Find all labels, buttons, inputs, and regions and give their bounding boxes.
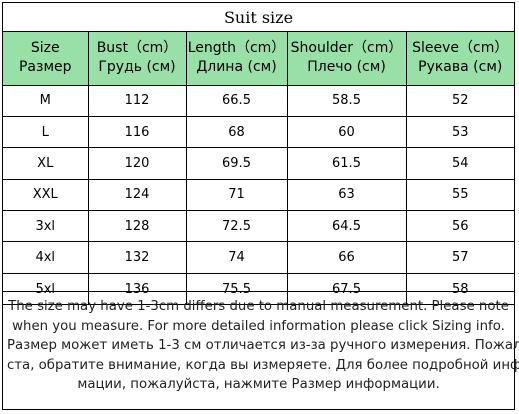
cell-length: 71 — [185, 178, 288, 212]
note-line: мации, пожалуйста, нажмите Размер информ… — [77, 377, 440, 392]
cell-size: 5xl — [3, 272, 89, 306]
cell-sleeve: 54 — [405, 147, 514, 180]
cell-size: XXL — [3, 178, 89, 212]
header-sleeve: Sleeve（cm） Рукава (см) — [405, 32, 514, 86]
cell-bust: 112 — [87, 84, 187, 117]
header-row: Size Размер Bust（cm） Грудь (см) Length（cm）… — [3, 32, 514, 86]
cell-shoulder: 60 — [286, 115, 407, 149]
cell-sleeve: 53 — [405, 115, 514, 149]
cell-size: L — [3, 115, 89, 149]
cell-sleeve: 57 — [405, 241, 514, 274]
cell-shoulder: 67.5 — [286, 272, 407, 306]
cell-sleeve: 52 — [405, 84, 514, 117]
cell-bust: 120 — [87, 147, 187, 180]
cell-bust: 124 — [87, 178, 187, 212]
cell-length: 74 — [185, 241, 288, 274]
table-row: 4xl 132 74 66 57 — [3, 241, 514, 274]
cell-bust: 136 — [87, 272, 187, 306]
header-bust: Bust（cm） Грудь (см) — [87, 32, 187, 86]
cell-bust: 116 — [87, 115, 187, 149]
cell-bust: 132 — [87, 241, 187, 274]
table-row: 5xl 136 75.5 67.5 58 — [3, 272, 514, 306]
table-row: XXL 124 71 63 55 — [3, 178, 514, 212]
header-length: Length（cm） Длина (см) — [185, 32, 288, 86]
cell-length: 66.5 — [185, 84, 288, 117]
note-line: when you measure. For more detailed info… — [12, 318, 505, 334]
cell-sleeve: 56 — [405, 210, 514, 243]
chart-title: Suit size — [3, 3, 514, 32]
note-line: The size may have 1-3cm differs due to m… — [8, 299, 509, 314]
cell-size: 4xl — [3, 241, 89, 274]
table-row: M 112 66.5 58.5 52 — [3, 84, 514, 117]
cell-shoulder: 58.5 — [286, 84, 407, 117]
cell-size: 3xl — [3, 210, 89, 243]
note-line: ста, обратите внимание, когда вы измеряе… — [7, 357, 519, 373]
cell-shoulder: 64.5 — [286, 210, 407, 243]
cell-shoulder: 63 — [286, 178, 407, 212]
table-row: 3xl 128 72.5 64.5 56 — [3, 210, 514, 243]
measurement-note: The size may have 1-3cm differs due to m… — [3, 291, 519, 409]
cell-length: 69.5 — [185, 147, 288, 180]
cell-sleeve: 58 — [405, 272, 514, 306]
header-shoulder: Shoulder（cm） Плечо (см) — [286, 32, 407, 86]
cell-shoulder: 66 — [286, 241, 407, 274]
cell-size: XL — [3, 147, 89, 180]
cell-sleeve: 55 — [405, 178, 514, 212]
note-line: Размер может иметь 1-3 см отличается из-… — [7, 338, 519, 353]
header-size: Size Размер — [3, 32, 89, 86]
size-table: Size Размер Bust（cm） Грудь (см) Length（cm）… — [3, 32, 514, 306]
table-row: XL 120 69.5 61.5 54 — [3, 147, 514, 180]
table-row: L 116 68 60 53 — [3, 115, 514, 149]
cell-bust: 128 — [87, 210, 187, 243]
cell-size: M — [3, 84, 89, 117]
cell-length: 75.5 — [185, 272, 288, 306]
cell-shoulder: 61.5 — [286, 147, 407, 180]
cell-length: 72.5 — [185, 210, 288, 243]
cell-length: 68 — [185, 115, 288, 149]
